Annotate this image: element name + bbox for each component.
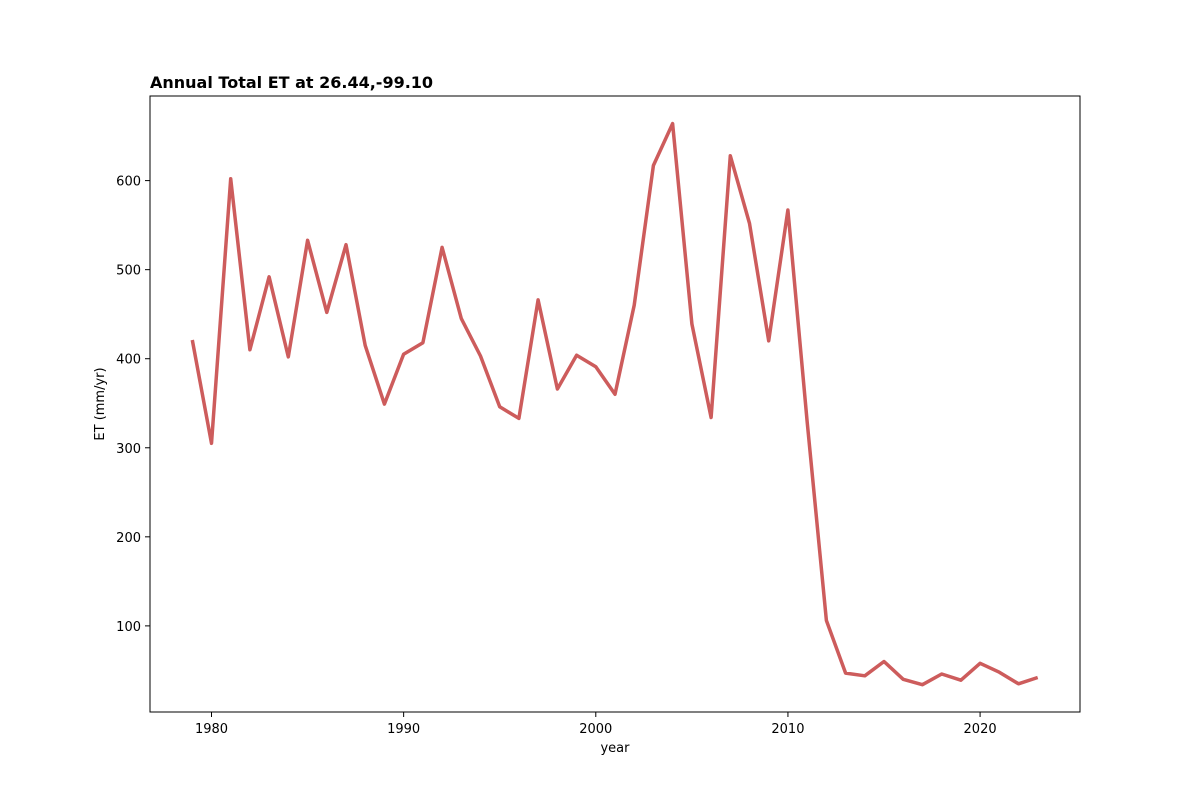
data-point: [364, 344, 367, 347]
data-point: [825, 619, 828, 622]
data-point: [229, 177, 232, 180]
series-layer: [190, 121, 1039, 687]
y-tick-label: 600: [116, 175, 141, 190]
y-tick-label: 300: [116, 442, 141, 457]
x-tick-label: 2000: [579, 722, 612, 737]
data-point: [979, 662, 982, 665]
series-line: [190, 121, 1039, 687]
data-point: [594, 365, 597, 368]
data-point: [479, 355, 482, 358]
data-point: [441, 246, 444, 249]
data-point: [517, 417, 520, 420]
data-point: [921, 683, 924, 686]
x-tick-label: 1980: [195, 722, 228, 737]
data-point: [1036, 676, 1039, 679]
data-point: [537, 298, 540, 301]
data-point: [863, 674, 866, 677]
data-point: [248, 348, 251, 351]
y-axis-label: ET (mm/yr): [93, 367, 108, 440]
data-point: [498, 405, 501, 408]
y-axis: 100 200 300 400 500 600: [116, 175, 150, 635]
data-point: [844, 672, 847, 675]
data-point: [940, 672, 943, 675]
data-point: [575, 354, 578, 357]
data-point: [402, 353, 405, 356]
plot-area-frame: [149, 95, 1081, 713]
data-point: [767, 339, 770, 342]
data-point: [998, 671, 1001, 674]
y-tick-label: 400: [116, 353, 141, 368]
data-point: [1017, 682, 1020, 685]
x-tick-label: 2010: [771, 722, 804, 737]
data-point: [690, 322, 693, 325]
data-point: [191, 339, 194, 342]
data-point: [421, 341, 424, 344]
data-point: [710, 416, 713, 419]
data-point: [460, 317, 463, 320]
data-point: [652, 164, 655, 167]
x-axis: 1980 1990 2000 2010 2020: [195, 712, 997, 737]
y-tick-label: 500: [116, 264, 141, 279]
data-point: [883, 660, 886, 663]
data-point: [671, 122, 674, 125]
data-point: [806, 420, 809, 423]
data-point: [287, 355, 290, 358]
data-point: [268, 275, 271, 278]
data-point: [556, 387, 559, 390]
data-point: [210, 442, 213, 445]
x-tick-label: 1990: [387, 722, 420, 737]
data-point: [959, 679, 962, 682]
data-point: [729, 154, 732, 157]
data-point: [306, 239, 309, 242]
data-point: [325, 311, 328, 314]
y-tick-label: 200: [116, 531, 141, 546]
data-point: [902, 678, 905, 681]
data-point: [786, 208, 789, 211]
y-tick-label: 100: [116, 620, 141, 635]
chart-title: Annual Total ET at 26.44,-99.10: [150, 73, 433, 92]
data-point: [383, 403, 386, 406]
data-point: [633, 304, 636, 307]
data-point: [344, 243, 347, 246]
data-point: [614, 393, 617, 396]
x-tick-label: 2020: [964, 722, 997, 737]
x-axis-label: year: [600, 741, 630, 756]
data-point: [748, 222, 751, 225]
